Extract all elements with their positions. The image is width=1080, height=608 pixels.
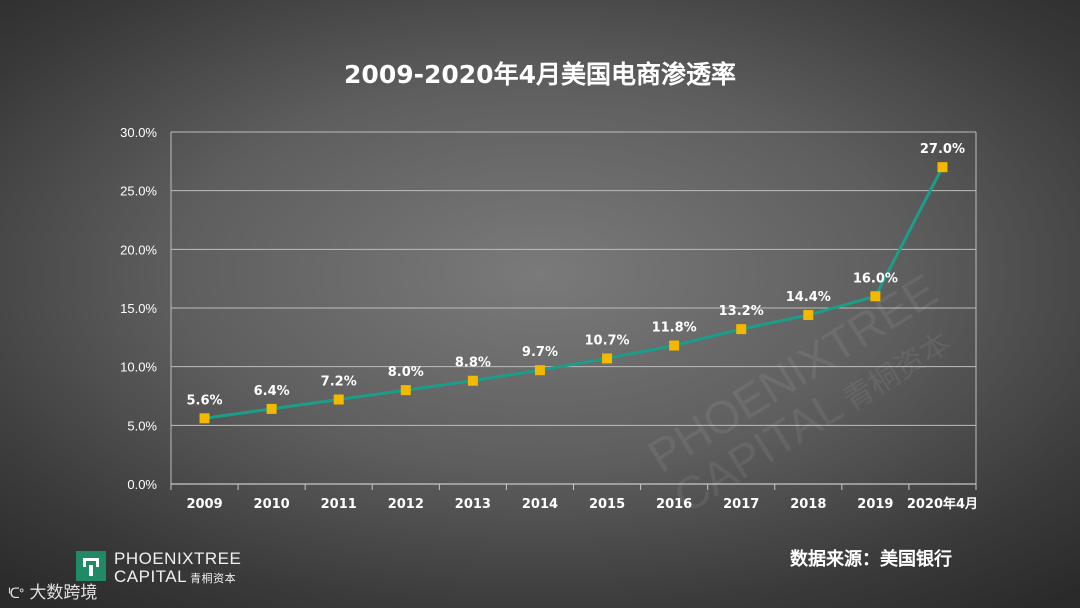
y-tick-label: 30.0% [120, 125, 157, 140]
y-tick-label: 10.0% [120, 360, 157, 375]
y-tick-label: 20.0% [120, 242, 157, 257]
logo-line2-cn: 青桐资本 [190, 572, 237, 585]
phoenixtree-logo-icon [76, 551, 106, 581]
data-label: 13.2% [719, 304, 764, 319]
data-point [803, 310, 814, 321]
x-tick-label: 2016 [656, 497, 692, 512]
x-tick-label: 2020年4月 [907, 496, 978, 512]
logo-line2: CAPITAL [114, 567, 188, 586]
x-tick-label: 2014 [522, 497, 558, 512]
x-tick-label: 2010 [254, 497, 290, 512]
logo-line1: PHOENIXTREE [114, 549, 242, 568]
data-point [736, 324, 747, 335]
data-point [937, 162, 948, 173]
data-point [669, 340, 680, 351]
x-tick-label: 2012 [388, 497, 424, 512]
data-point [400, 385, 411, 396]
y-tick-label: 25.0% [120, 184, 157, 199]
data-label: 11.8% [652, 321, 697, 336]
grid-lines [170, 131, 977, 490]
data-label: 6.4% [254, 384, 290, 399]
x-tick-label: 2013 [455, 497, 491, 512]
badge-icon: ᑊᑕᐤ [8, 586, 24, 602]
x-axis-ticks: 2009 2010 2011 2012 2013 2014 2015 2016 2017 2018… [186, 496, 978, 512]
data-label: 8.8% [455, 356, 491, 371]
data-label: 9.7% [522, 345, 558, 360]
source-note: 数据来源：美国银行 [790, 549, 952, 570]
data-point [266, 403, 277, 414]
x-tick-label: 2018 [790, 497, 826, 512]
bottom-badge: ᑊᑕᐤ 大数跨境 [8, 578, 97, 603]
data-label: 5.6% [187, 393, 223, 408]
data-label: 10.7% [584, 333, 629, 348]
data-point [333, 394, 344, 405]
data-point [199, 413, 210, 424]
chart-title: 2009-2020年4月美国电商渗透率 [344, 60, 736, 89]
badge-text: 大数跨境 [29, 583, 98, 603]
x-tick-label: 2017 [723, 497, 759, 512]
y-tick-label: 0.0% [127, 477, 157, 492]
y-tick-label: 5.0% [127, 418, 157, 433]
y-tick-label: 15.0% [120, 301, 157, 316]
data-label: 14.4% [786, 290, 831, 305]
data-point [534, 365, 545, 376]
x-tick-label: 2015 [589, 497, 625, 512]
data-label: 16.0% [853, 271, 898, 286]
series-group [199, 162, 948, 424]
data-point [602, 353, 613, 364]
data-labels: 5.6% 6.4% 7.2% 8.0% 8.8% 9.7% 10.7% 11.8% 13.2% 1… [187, 142, 966, 408]
x-tick-label: 2011 [321, 497, 357, 512]
x-tick-label: 2009 [186, 497, 222, 512]
y-axis-ticks: 0.0% 5.0% 10.0% 15.0% 20.0% 25.0% 30.0% [120, 125, 157, 492]
data-label: 8.0% [388, 365, 424, 380]
data-point [870, 291, 881, 302]
data-label: 7.2% [321, 375, 357, 390]
x-tick-label: 2019 [857, 497, 893, 512]
data-point [467, 375, 478, 386]
phoenixtree-logo: PHOENIXTREE CAPITAL 青桐资本 [76, 549, 266, 586]
series-line [204, 166, 944, 420]
data-label: 27.0% [920, 142, 965, 157]
